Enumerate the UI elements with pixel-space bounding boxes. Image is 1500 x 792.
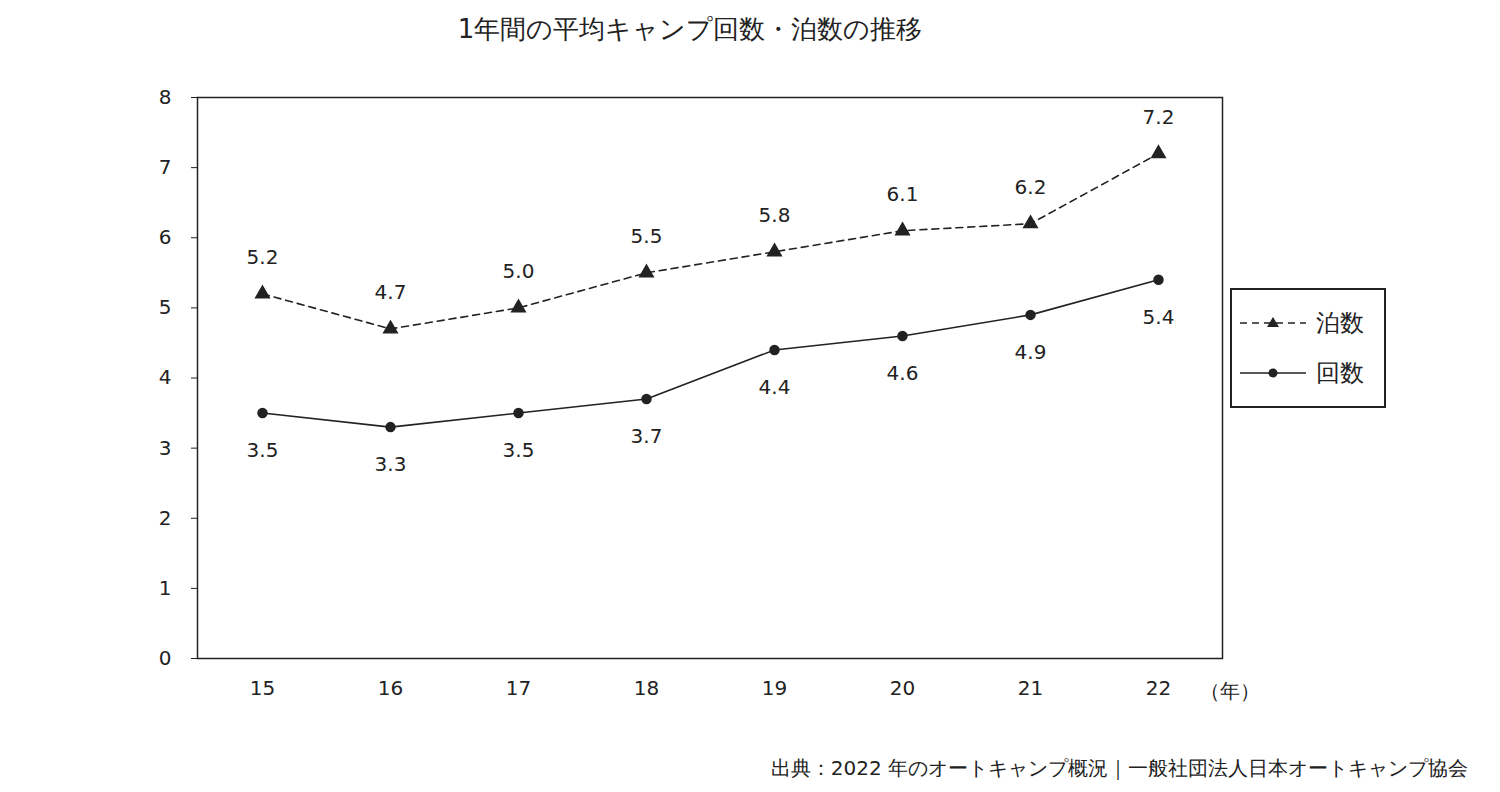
svg-text:19: 19 <box>762 676 787 700</box>
svg-text:3.5: 3.5 <box>503 438 535 462</box>
svg-text:15: 15 <box>250 676 275 700</box>
svg-text:4.7: 4.7 <box>375 280 407 304</box>
html-text:回数: 回数 <box>1316 359 1364 387</box>
svg-text:3.3: 3.3 <box>375 452 407 476</box>
svg-text:16: 16 <box>378 676 403 700</box>
svg-text:5.4: 5.4 <box>1143 305 1175 329</box>
svg-text:5.0: 5.0 <box>503 259 535 283</box>
svg-text:3.7: 3.7 <box>631 424 663 448</box>
svg-text:5.5: 5.5 <box>631 224 663 248</box>
html-text:出典：2022 年のオートキャンプ概況｜一般社団法人日本オー: 出典：2022 年のオートキャンプ概況｜一般社団法人日本オートキャンプ協会 <box>770 756 1468 780</box>
svg-text:3.5: 3.5 <box>247 438 279 462</box>
html-text:（年）: （年） <box>1200 679 1260 703</box>
svg-text:3: 3 <box>159 436 172 460</box>
svg-text:2: 2 <box>159 506 172 530</box>
svg-text:7: 7 <box>159 155 172 179</box>
svg-text:7.2: 7.2 <box>1143 105 1175 129</box>
svg-text:5.2: 5.2 <box>247 245 279 269</box>
svg-text:4.6: 4.6 <box>887 361 919 385</box>
html-text:泊数: 泊数 <box>1316 309 1364 337</box>
svg-text:6: 6 <box>159 225 172 249</box>
html-text:1年間の平均キャンプ回数・泊数の推移: 1年間の平均キャンプ回数・泊数の推移 <box>457 14 923 44</box>
svg-text:6.2: 6.2 <box>1015 175 1047 199</box>
svg-text:21: 21 <box>1018 676 1043 700</box>
svg-text:18: 18 <box>634 676 659 700</box>
svg-text:4.9: 4.9 <box>1015 340 1047 364</box>
svg-text:4.4: 4.4 <box>759 375 791 399</box>
svg-text:20: 20 <box>890 676 915 700</box>
svg-text:6.1: 6.1 <box>887 182 919 206</box>
svg-text:1: 1 <box>159 576 172 600</box>
svg-text:0: 0 <box>159 646 172 670</box>
svg-text:5: 5 <box>159 295 172 319</box>
svg-text:8: 8 <box>159 85 172 109</box>
svg-text:5.8: 5.8 <box>759 203 791 227</box>
svg-text:22: 22 <box>1146 676 1171 700</box>
svg-text:17: 17 <box>506 676 531 700</box>
svg-text:4: 4 <box>159 365 172 389</box>
